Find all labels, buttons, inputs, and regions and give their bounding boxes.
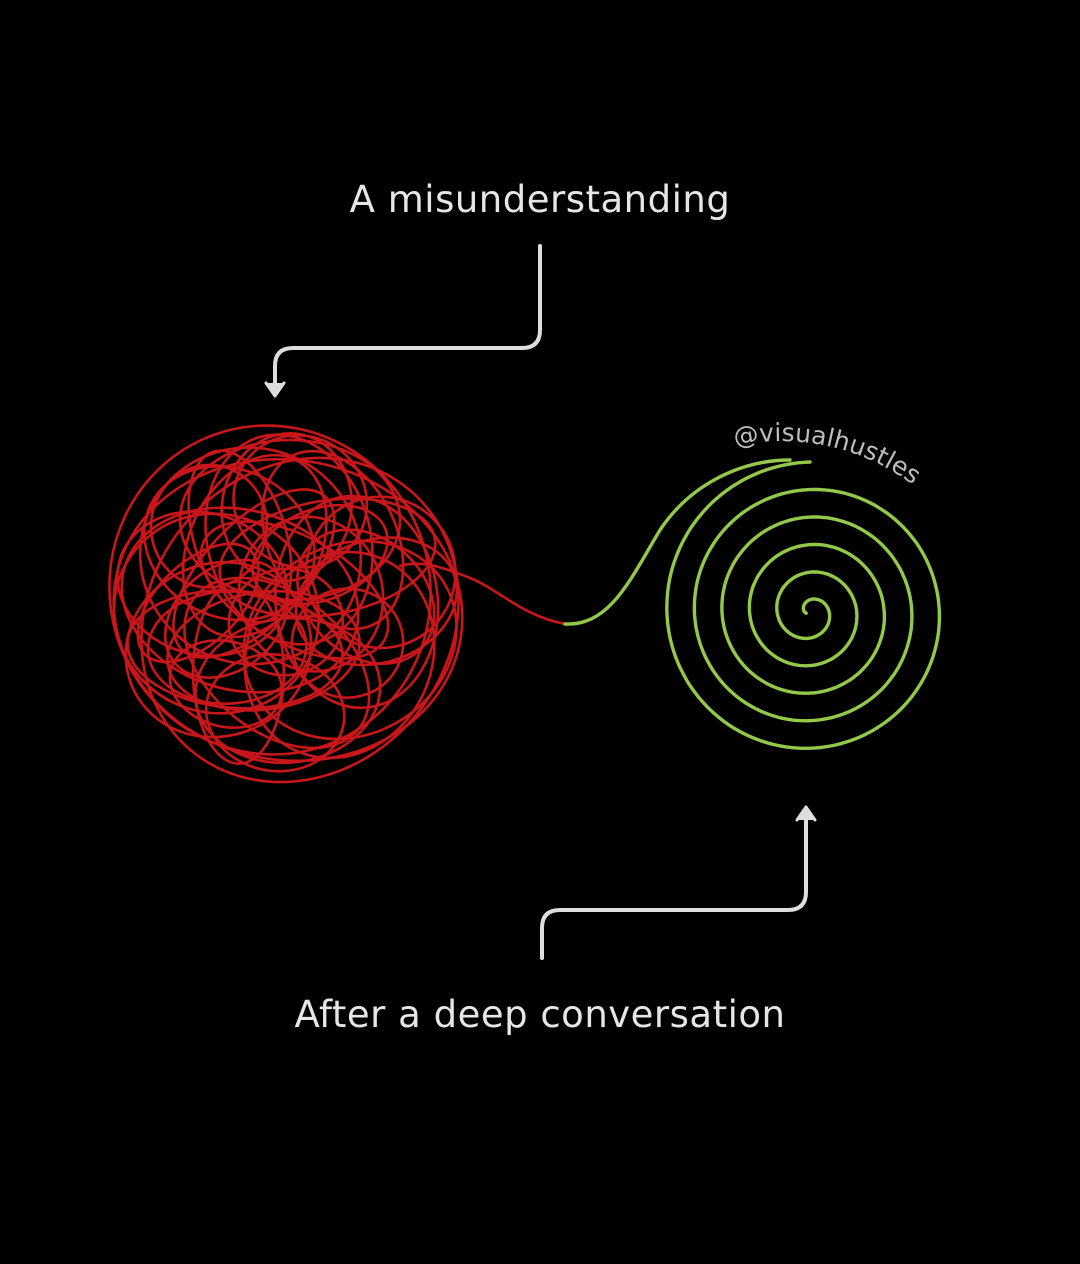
tangle-loop bbox=[120, 506, 360, 694]
tangle-loop bbox=[242, 539, 458, 741]
top-arrow bbox=[264, 244, 542, 398]
deep-conversation-label: After a deep conversation bbox=[294, 993, 786, 1036]
spiral-icon bbox=[563, 458, 942, 751]
tangle-loop bbox=[251, 503, 389, 606]
tangle-loop bbox=[237, 515, 385, 673]
tangle-loop bbox=[108, 424, 432, 756]
tangled-thread-icon bbox=[108, 424, 567, 784]
tangle-loop bbox=[112, 457, 464, 763]
tangle-loop bbox=[232, 434, 369, 569]
tangle-loop bbox=[194, 616, 382, 765]
tangle-loop bbox=[220, 432, 354, 583]
tangle-loop bbox=[140, 456, 460, 784]
tangle-loop bbox=[261, 449, 405, 631]
tangle-loop bbox=[191, 580, 286, 765]
tangle-loop bbox=[218, 497, 437, 618]
tangle-loop bbox=[204, 652, 346, 773]
tangle-loop bbox=[290, 587, 405, 699]
watermark-handle: @visualhustles bbox=[731, 418, 926, 490]
misunderstanding-label: A misunderstanding bbox=[349, 178, 731, 221]
tangle-loop bbox=[168, 639, 284, 729]
tangle-loop bbox=[178, 438, 402, 602]
bottom-arrow bbox=[540, 805, 817, 960]
